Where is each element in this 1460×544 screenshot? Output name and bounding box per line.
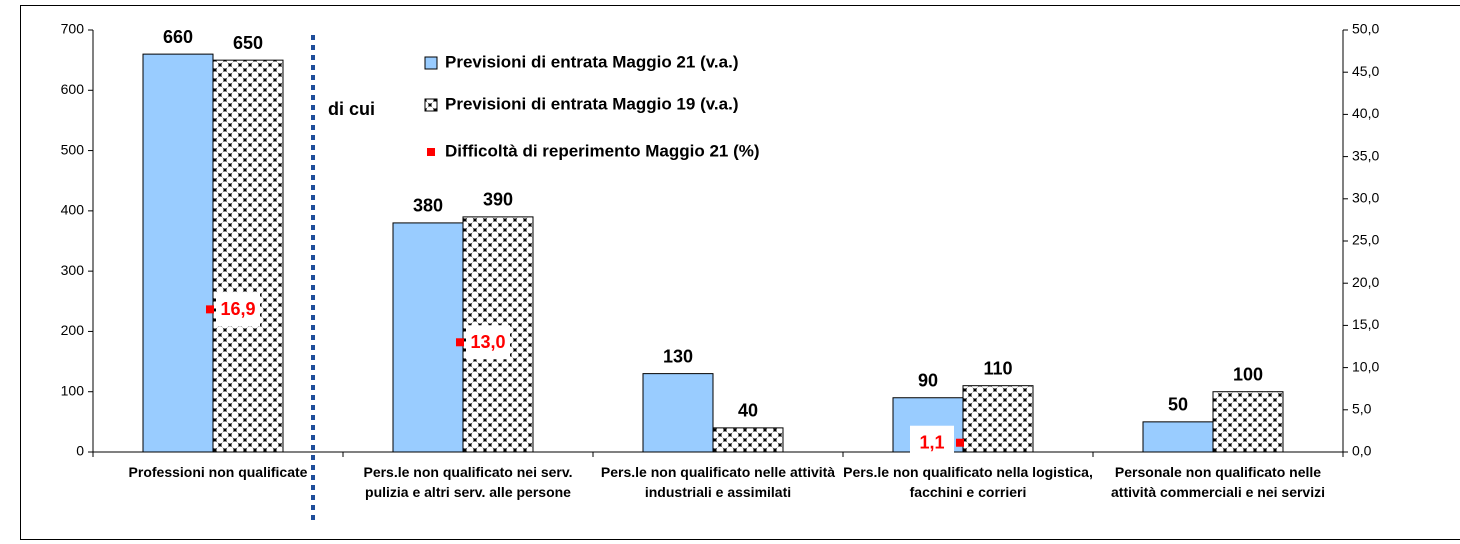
x-tick-label: Professioni non qualificate bbox=[128, 464, 308, 480]
legend-swatch bbox=[427, 148, 435, 156]
y2-tick-label: 15,0 bbox=[1352, 316, 1379, 332]
y-tick-label: 400 bbox=[61, 202, 85, 218]
y-tick-label: 300 bbox=[61, 262, 85, 278]
y-tick-label: 700 bbox=[61, 21, 85, 37]
y-tick-label: 200 bbox=[61, 322, 85, 338]
data-label: 40 bbox=[738, 401, 758, 421]
y2-tick-label: 50,0 bbox=[1352, 21, 1379, 37]
y2-tick-label: 30,0 bbox=[1352, 190, 1379, 206]
data-label: 90 bbox=[918, 370, 938, 390]
y2-tick-label: 45,0 bbox=[1352, 63, 1379, 79]
bar bbox=[142, 53, 214, 453]
y-tick-label: 600 bbox=[61, 81, 85, 97]
data-label: 110 bbox=[983, 358, 1012, 378]
legend-label: Previsioni di entrata Maggio 21 (v.a.) bbox=[445, 52, 738, 71]
bar bbox=[712, 427, 784, 453]
data-label: 16,9 bbox=[220, 299, 255, 319]
legend-label: Difficoltà di reperimento Maggio 21 (%) bbox=[445, 141, 760, 160]
annotation: di cui bbox=[328, 99, 375, 119]
y-tick-label: 500 bbox=[61, 141, 85, 157]
bar bbox=[642, 373, 714, 453]
data-label: 100 bbox=[1233, 364, 1263, 384]
data-label: 130 bbox=[663, 346, 693, 366]
label-bg bbox=[910, 425, 954, 460]
bar bbox=[1142, 421, 1214, 453]
point bbox=[956, 438, 964, 447]
y2-tick-label: 10,0 bbox=[1352, 358, 1379, 374]
x-tick-label: Pers.le non qualificato nelle attività i… bbox=[600, 464, 836, 500]
y2-tick-label: 35,0 bbox=[1352, 147, 1379, 163]
data-label: 650 bbox=[233, 33, 263, 53]
data-label: 50 bbox=[1168, 395, 1188, 415]
y-tick-label: 100 bbox=[61, 382, 85, 398]
bar bbox=[212, 59, 284, 453]
bar bbox=[392, 222, 464, 453]
frame bbox=[20, 5, 1460, 540]
data-label: 390 bbox=[483, 190, 513, 210]
data-label: 13,0 bbox=[470, 332, 505, 352]
data-label: 380 bbox=[413, 196, 443, 216]
label-bg bbox=[216, 292, 260, 327]
y2-tick-label: 25,0 bbox=[1352, 232, 1379, 248]
y2-tick-label: 5,0 bbox=[1352, 401, 1372, 417]
y2-tick-label: 0,0 bbox=[1352, 443, 1372, 459]
x-tick-label: Pers.le non qualificato nei serv. pulizi… bbox=[363, 464, 573, 500]
data-label: 1,1 bbox=[919, 432, 944, 452]
legend-label: Previsioni di entrata Maggio 19 (v.a.) bbox=[445, 94, 738, 113]
y2-tick-label: 20,0 bbox=[1352, 274, 1379, 290]
bar bbox=[962, 385, 1034, 453]
data-label: 660 bbox=[163, 27, 193, 47]
label-bg bbox=[466, 325, 510, 360]
y2-tick-label: 40,0 bbox=[1352, 105, 1379, 121]
x-tick-label: Personale non qualificato nelle attività… bbox=[1111, 464, 1325, 500]
point bbox=[206, 305, 214, 314]
point bbox=[456, 338, 464, 347]
bar bbox=[1212, 391, 1284, 453]
y-tick-label: 0 bbox=[76, 443, 84, 459]
legend-swatch bbox=[424, 56, 438, 70]
legend-swatch bbox=[424, 98, 438, 112]
x-tick-label: Pers.le non qualificato nella logistica,… bbox=[843, 464, 1093, 500]
